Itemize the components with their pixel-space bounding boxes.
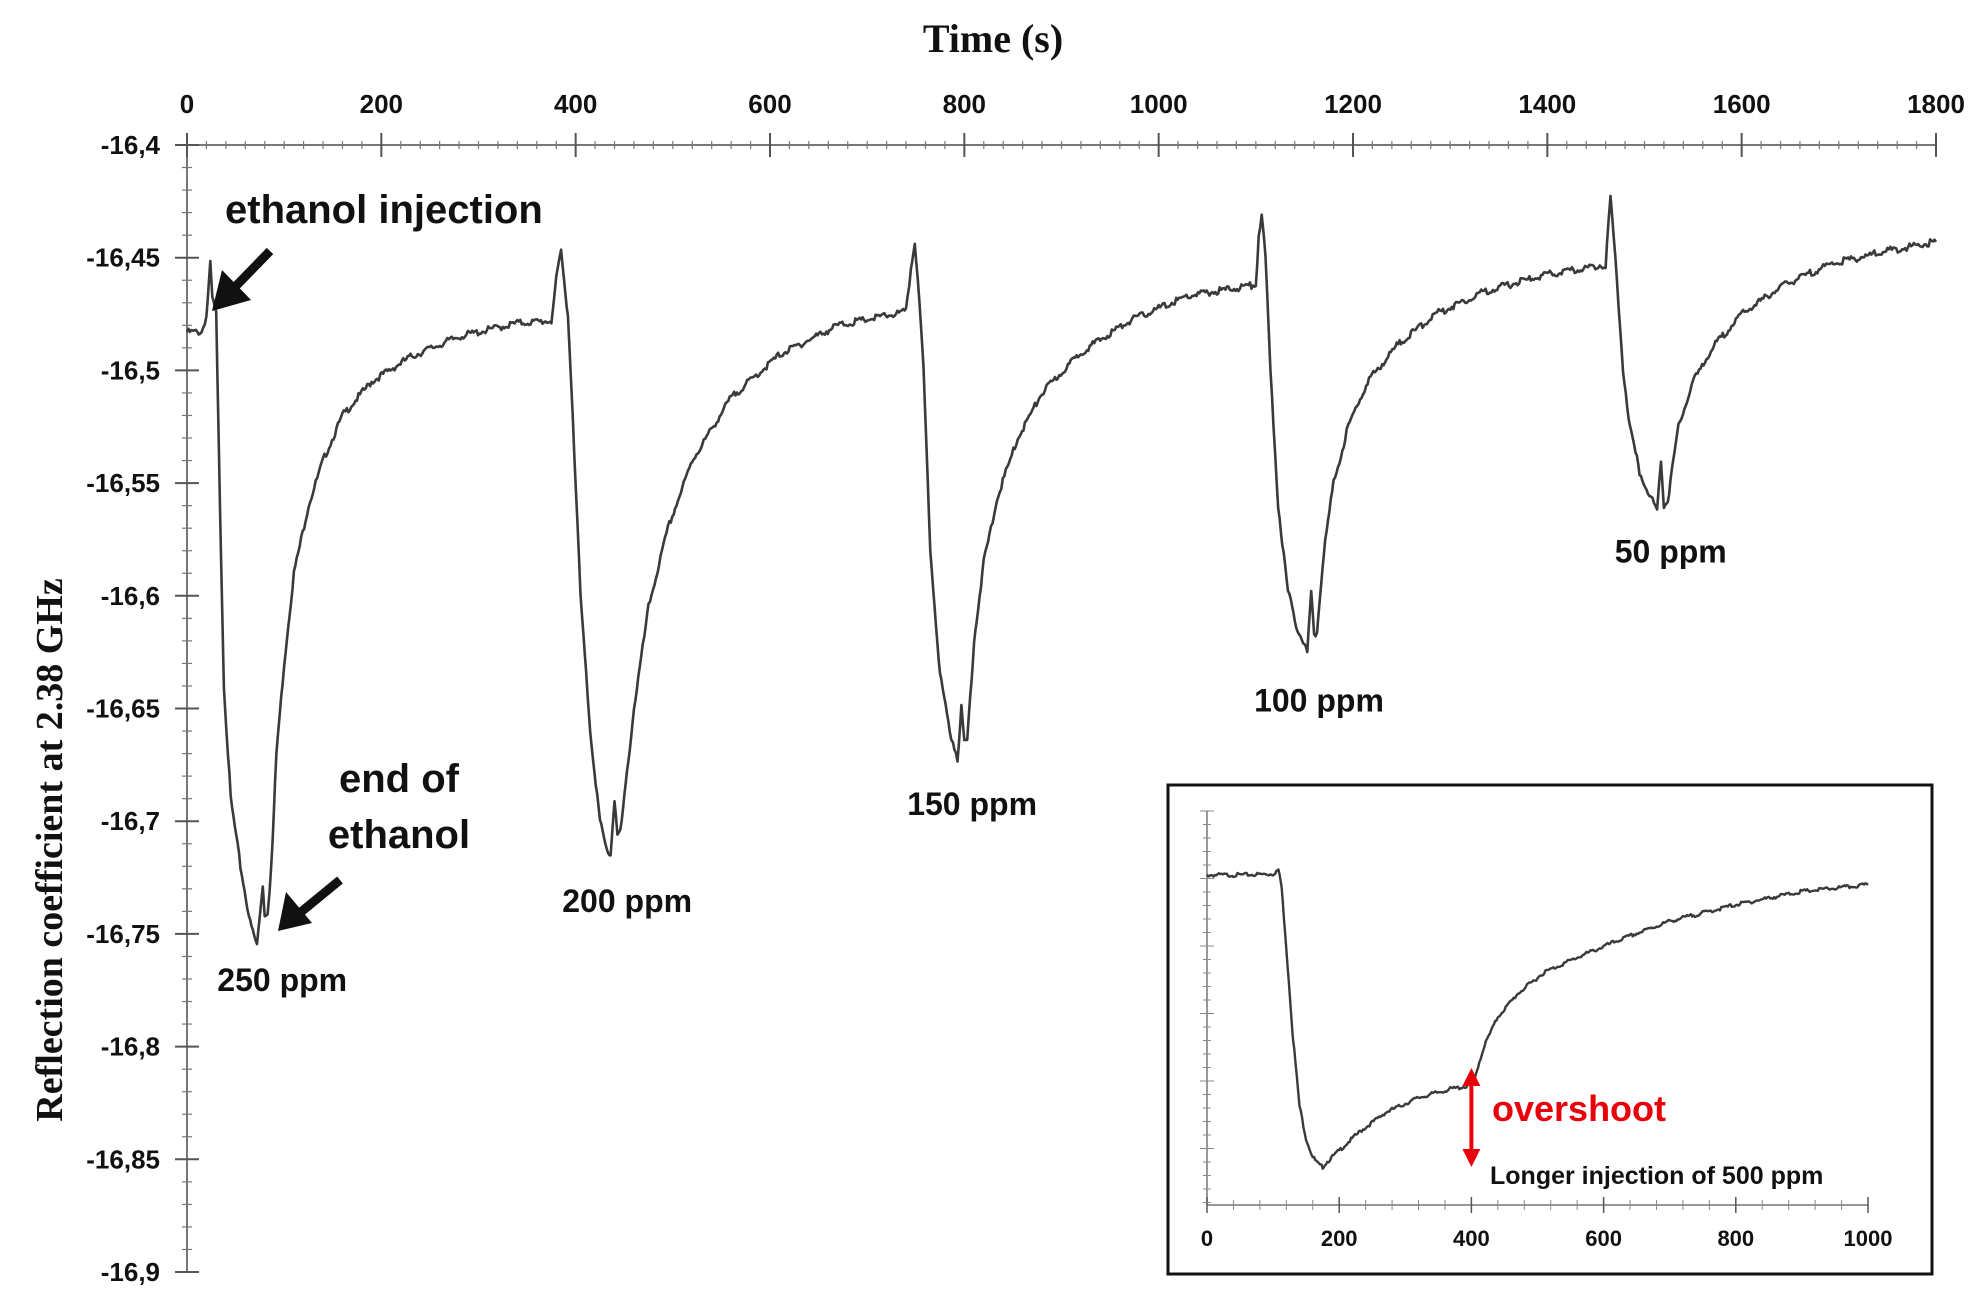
- x-tick-label: 800: [943, 89, 986, 119]
- y-tick-label: -16,4: [101, 130, 161, 160]
- annotation-end-of: end of: [339, 757, 460, 801]
- ppm-label: 200 ppm: [562, 883, 692, 919]
- y-tick-label: -16,5: [101, 355, 160, 385]
- inset-x-tick-label: 600: [1585, 1226, 1622, 1251]
- y-axis-label: Reflection coefficient at 2.38 GHz: [29, 578, 71, 1122]
- x-tick-label: 1800: [1907, 89, 1965, 119]
- series-line-reflection: [185, 194, 1938, 946]
- y-tick-label: -16,45: [86, 243, 160, 273]
- ppm-label: 50 ppm: [1615, 534, 1727, 570]
- annotations: ethanol injection end of ethanol 250 ppm…: [212, 188, 1727, 998]
- ppm-label: 250 ppm: [217, 962, 347, 998]
- x-tick-label: 200: [360, 89, 403, 119]
- y-tick-label: -16,85: [86, 1144, 160, 1174]
- x-tick-label: 1400: [1518, 89, 1576, 119]
- y-tick-label: -16,8: [101, 1032, 160, 1062]
- y-tick-label: -16,7: [101, 806, 160, 836]
- x-tick-label: 1000: [1130, 89, 1188, 119]
- ppm-label: 150 ppm: [907, 786, 1037, 822]
- y-tick-label: -16,55: [86, 468, 160, 498]
- inset-x-tick-label: 200: [1321, 1226, 1358, 1251]
- x-tick-label: 1200: [1324, 89, 1382, 119]
- inset-x-tick-label: 1000: [1844, 1226, 1893, 1251]
- inset-frame: [1166, 783, 1934, 1276]
- y-ticks: -16,4 -16,45 -16,5 -16,55 -16,6 -16,65 -16,7 -1…: [86, 130, 199, 1287]
- inset-series: [1206, 868, 1869, 1170]
- overshoot-arrow: [1462, 1068, 1481, 1167]
- data-series: [185, 194, 1938, 946]
- x-tick-label: 600: [748, 89, 791, 119]
- x-ticks: 0 200 400 600 800 1000 1200 1400 1600 1800: [180, 89, 1965, 157]
- y-tick-label: -16,65: [86, 694, 160, 724]
- inset-x-tick-label: 400: [1453, 1226, 1490, 1251]
- inset-ticks: 0 200 400 600 800 1000: [1200, 810, 1893, 1251]
- inset-x-tick-label: 0: [1201, 1226, 1213, 1251]
- annotation-ethanol: ethanol: [328, 813, 470, 857]
- arrow-ethanol-injection: [212, 247, 274, 311]
- x-tick-label: 1600: [1713, 89, 1771, 119]
- x-tick-label: 400: [554, 89, 597, 119]
- y-tick-label: -16,9: [101, 1257, 160, 1287]
- y-tick-label: -16,6: [101, 581, 160, 611]
- inset-series-line: [1206, 868, 1869, 1170]
- annotation-overshoot: overshoot: [1492, 1088, 1666, 1129]
- y-tick-label: -16,75: [86, 919, 160, 949]
- x-tick-label: 0: [180, 89, 194, 119]
- inset-caption: Longer injection of 500 ppm: [1490, 1162, 1823, 1190]
- arrow-end-of-ethanol: [278, 876, 343, 931]
- inset-x-tick-label: 800: [1717, 1226, 1754, 1251]
- chart-title: Time (s): [923, 16, 1063, 61]
- annotation-ethanol-injection: ethanol injection: [225, 188, 543, 232]
- ppm-label: 100 ppm: [1254, 682, 1384, 718]
